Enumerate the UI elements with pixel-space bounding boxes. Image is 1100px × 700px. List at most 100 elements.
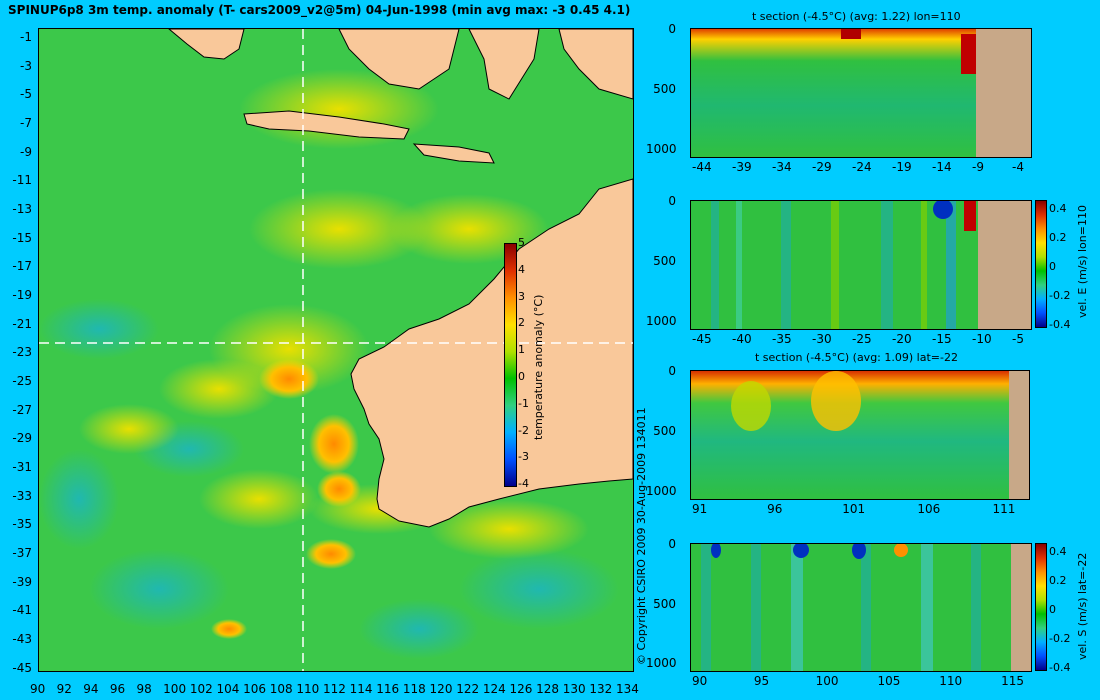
section-1-x-tick: -39 bbox=[732, 160, 752, 174]
section-1-x-tick: -4 bbox=[1012, 160, 1024, 174]
section-1-x-tick: -24 bbox=[852, 160, 872, 174]
section-3-depth-tick: 0 bbox=[668, 364, 676, 378]
latitude-tick-label: -21 bbox=[12, 316, 32, 331]
latitude-tick-label: -1 bbox=[20, 30, 32, 44]
section-3-depth-tick: 500 bbox=[653, 424, 676, 439]
section-4-x-tick: 95 bbox=[753, 674, 770, 688]
section-1-x-tick: -44 bbox=[692, 160, 712, 174]
section-2-depth-tick: 500 bbox=[653, 254, 676, 269]
land-sumatra bbox=[168, 29, 245, 60]
section-4-colorbar bbox=[1035, 543, 1047, 671]
section-4-depth-tick: 1000 bbox=[646, 656, 677, 671]
section-1-x-tick: -9 bbox=[972, 160, 984, 174]
land-new-guinea bbox=[558, 29, 633, 100]
longitude-tick-label: 94 bbox=[83, 682, 99, 696]
section-title-1: t section (-4.5°C) (avg: 1.22) lon=110 bbox=[752, 10, 961, 23]
latitude-tick-label: -39 bbox=[12, 574, 32, 589]
section-4-depth-tick: 500 bbox=[653, 596, 676, 611]
section-3-x-tick: 96 bbox=[767, 502, 783, 516]
section-panel-2[interactable] bbox=[690, 200, 1032, 330]
section-2-x-tick: -30 bbox=[812, 332, 832, 346]
temperature-anomaly-map[interactable] bbox=[38, 28, 634, 672]
latitude-tick-label: -7 bbox=[20, 115, 32, 130]
longitude-tick-label: 120 bbox=[429, 682, 453, 696]
latitude-tick-label: -17 bbox=[12, 259, 32, 274]
map-colorbar-tick: 2 bbox=[518, 316, 525, 330]
latitude-tick-label: -37 bbox=[12, 545, 32, 560]
longitude-tick-label: 108 bbox=[269, 682, 293, 696]
longitude-tick-label: 118 bbox=[402, 682, 426, 696]
map-colorbar-tick: 5 bbox=[518, 236, 525, 249]
latitude-tick-label: -13 bbox=[12, 201, 32, 216]
map-colorbar-tick: -3 bbox=[518, 450, 529, 464]
longitude-tick-label: 92 bbox=[56, 682, 72, 696]
land-java bbox=[243, 110, 410, 140]
section-2-depth-tick: 0 bbox=[668, 194, 676, 208]
longitude-tick-label: 100 bbox=[163, 682, 187, 696]
section-4-depth-tick: 0 bbox=[668, 537, 676, 551]
section-2-x-tick: -5 bbox=[1012, 332, 1024, 346]
section-3-x-tick: 111 bbox=[992, 502, 1016, 516]
latitude-tick-label: -23 bbox=[12, 345, 32, 360]
longitude-tick-label: 90 bbox=[30, 682, 46, 696]
latitude-tick-label: -43 bbox=[12, 631, 32, 646]
section-1-x-tick: -14 bbox=[932, 160, 952, 174]
section-3-x-tick: 101 bbox=[842, 502, 866, 516]
figure-title: SPINUP6p8 3m temp. anomaly (T- cars2009_… bbox=[8, 3, 631, 17]
section-2-x-tick: -15 bbox=[932, 332, 952, 346]
section-2-colorbar bbox=[1035, 200, 1047, 328]
section-1-x-tick: -29 bbox=[812, 160, 832, 174]
latitude-tick-label: -41 bbox=[12, 603, 32, 618]
section-4-x-tick: 115 bbox=[1001, 674, 1024, 688]
latitude-tick-label: -33 bbox=[12, 488, 32, 503]
section-title-3: t section (-4.5°C) (avg: 1.09) lat=-22 bbox=[755, 351, 958, 364]
section-4-colorbar-tick: -0.2 bbox=[1049, 632, 1071, 645]
section-panel-4[interactable] bbox=[690, 543, 1032, 672]
longitude-tick-label: 104 bbox=[216, 682, 240, 696]
longitude-tick-label: 112 bbox=[323, 682, 346, 696]
longitude-tick-label: 132 bbox=[589, 682, 613, 696]
map-graphic bbox=[39, 29, 633, 671]
section-2-colorbar-tick: 0 bbox=[1049, 260, 1056, 273]
section-2-colorbar-tick: 0.2 bbox=[1049, 231, 1067, 244]
latitude-tick-label: -25 bbox=[12, 373, 32, 388]
longitude-tick-label: 130 bbox=[562, 682, 586, 696]
longitude-tick-label: 106 bbox=[243, 682, 266, 696]
section-4-graphic bbox=[691, 544, 1031, 671]
section-3-x-tick: 91 bbox=[692, 502, 708, 516]
longitude-tick-label: 126 bbox=[509, 682, 533, 696]
section-1-graphic bbox=[691, 29, 1031, 157]
section-panel-3[interactable] bbox=[690, 370, 1030, 500]
section-2-colorbar-tick: 0.4 bbox=[1049, 202, 1067, 215]
latitude-tick-label: -35 bbox=[12, 517, 32, 532]
section-3-graphic bbox=[691, 371, 1029, 499]
section-2-depth-tick: 1000 bbox=[646, 314, 677, 329]
map-colorbar-tick: -2 bbox=[518, 423, 529, 437]
map-colorbar-tick: 4 bbox=[518, 262, 525, 276]
section-4-colorbar-tick: -0.4 bbox=[1049, 661, 1071, 674]
section-2-graphic bbox=[691, 201, 1031, 329]
section-4-x-tick: 90 bbox=[692, 674, 708, 688]
map-colorbar-label: temperature anomaly (°C) bbox=[532, 294, 545, 440]
land-sulawesi bbox=[468, 29, 540, 100]
section-4-colorbar-tick: 0.4 bbox=[1049, 545, 1067, 558]
section-2-colorbar-label: vel. E (m/s) lon=110 bbox=[1076, 205, 1089, 318]
map-colorbar-tick: 0 bbox=[518, 370, 525, 383]
section-panel-1[interactable] bbox=[690, 28, 1032, 158]
section-1-depth-tick: 1000 bbox=[646, 142, 677, 157]
map-colorbar-tick: -1 bbox=[518, 396, 529, 410]
latitude-tick-label: -27 bbox=[12, 402, 32, 417]
latitude-tick-label: -31 bbox=[12, 459, 32, 474]
longitude-tick-label: 114 bbox=[349, 682, 373, 696]
longitude-tick-label: 122 bbox=[456, 682, 480, 696]
section-2-x-tick: -35 bbox=[772, 332, 792, 346]
section-2-x-tick: -20 bbox=[892, 332, 912, 346]
land-borneo bbox=[338, 29, 460, 90]
section-1-x-tick: -34 bbox=[772, 160, 792, 174]
land-lesser-sunda bbox=[412, 143, 495, 164]
latitude-tick-label: -3 bbox=[20, 58, 32, 73]
section-2-colorbar-tick: -0.4 bbox=[1049, 318, 1071, 331]
section-4-x-tick: 105 bbox=[877, 674, 901, 688]
section-2-colorbar-tick: -0.2 bbox=[1049, 289, 1071, 302]
latitude-tick-label: -9 bbox=[20, 144, 32, 159]
